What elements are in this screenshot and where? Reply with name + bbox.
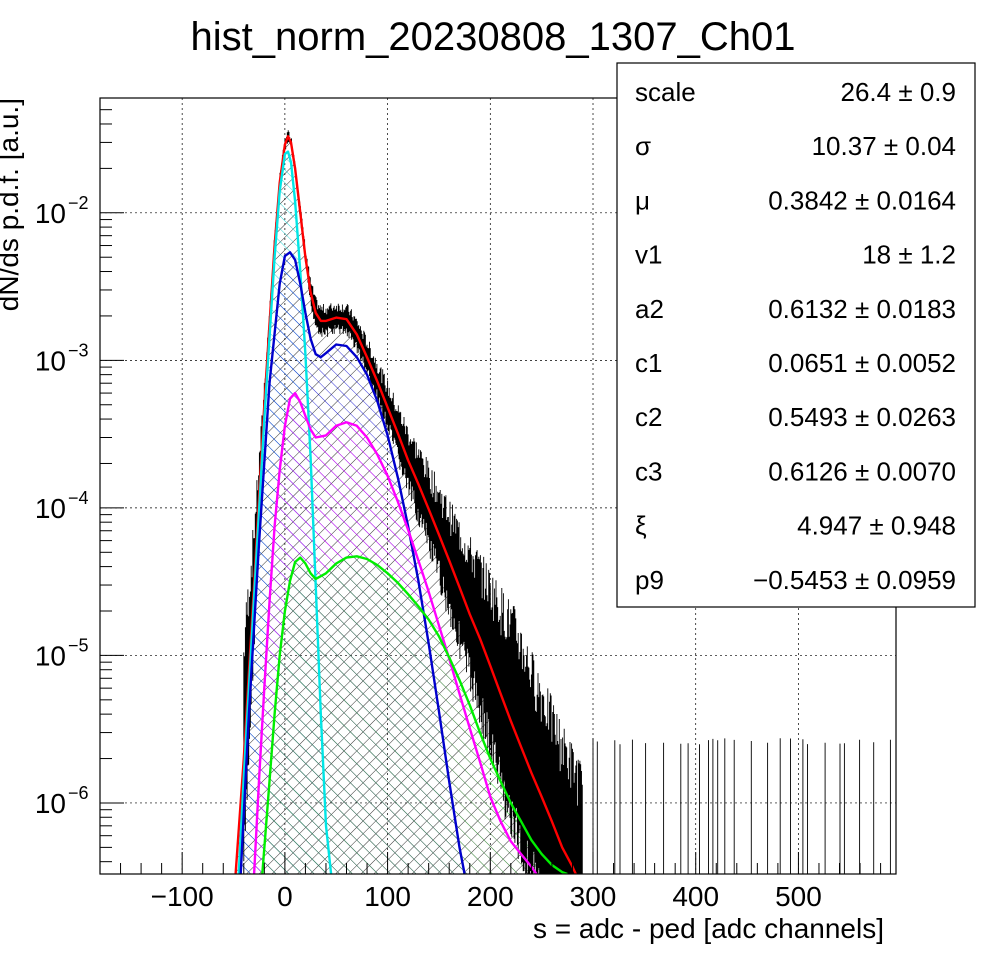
y-tick-exponent: −2 [68,193,89,213]
plus-minus-sign: ± [877,131,906,161]
fit-parameter-central: −0.5453 [753,565,848,595]
y-tick-base: 10 [35,788,66,819]
three-pe-component-curve [261,555,568,874]
y-tick-label: 10 −5 [35,635,89,671]
fit-parameter-box: scale 26.4 ± 0.9 σ 10.37 ± 0.04 μ 0.3842 ± 0.… [616,62,976,608]
fit-parameter-central: 0.0651 [768,348,848,378]
y-tick-label: 10 −4 [35,488,89,524]
plus-minus-sign: ± [848,348,877,378]
y-tick-label: 10 −6 [35,783,89,819]
fit-parameter-value: 10.37 ± 0.04 [812,131,956,161]
fit-parameter-central: 0.6132 [768,294,848,324]
fit-parameter-row: v1 18 ± 1.2 [635,240,956,270]
x-tick-label: 400 [672,881,719,912]
fit-parameter-name: p9 [635,565,664,595]
y-tick-base: 10 [35,345,66,376]
fit-parameter-name: scale [635,77,696,107]
y-tick-base: 10 [35,493,66,524]
fit-parameter-name: c2 [635,402,662,432]
fit-parameter-value: −0.5453 ± 0.0959 [753,565,956,595]
fit-parameter-row: c3 0.6126 ± 0.0070 [635,456,956,486]
fit-parameter-central: 0.5493 [768,402,848,432]
x-tick-label: 300 [570,881,617,912]
fit-parameter-error: 0.948 [891,511,956,541]
fit-parameter-row: p9 −0.5453 ± 0.0959 [635,565,956,595]
fit-parameter-value: 18 ± 1.2 [862,240,956,270]
fit-parameter-error: 0.0263 [876,402,956,432]
fit-parameter-row: a2 0.6132 ± 0.0183 [635,294,956,324]
fit-parameter-error: 0.9 [920,77,956,107]
fit-parameter-error: 0.0070 [876,456,956,486]
fit-parameter-central: 18 [862,240,891,270]
fit-parameter-central: 0.6126 [768,456,848,486]
fit-parameter-row: σ 10.37 ± 0.04 [635,131,956,161]
fit-parameter-central: 0.3842 [768,185,848,215]
fit-parameter-error: 0.0164 [876,185,956,215]
y-tick-exponent: −6 [68,783,89,803]
x-tick-label: 200 [467,881,514,912]
plus-minus-sign: ± [862,511,891,541]
pedestal-component-curve [237,150,333,874]
y-axis-label: dN/ds p.d.f. [a.u.] [0,98,24,311]
y-tick-exponent: −5 [68,635,89,655]
plus-minus-sign: ± [848,402,877,432]
fit-parameter-name: μ [635,185,650,215]
plus-minus-sign: ± [891,77,920,107]
fit-parameter-error: 0.0183 [876,294,956,324]
plus-minus-sign: ± [848,185,877,215]
x-tick-label: 500 [775,881,822,912]
fit-parameter-row: ξ 4.947 ± 0.948 [635,511,956,541]
y-tick-base: 10 [35,198,66,229]
fit-parameter-error: 1.2 [920,240,956,270]
fit-parameter-value: 0.0651 ± 0.0052 [768,348,956,378]
y-tick-exponent: −3 [68,340,89,360]
plus-minus-sign: ± [891,240,920,270]
fit-parameter-name: c1 [635,348,662,378]
tail-single-entries [592,738,891,874]
fit-parameter-row: μ 0.3842 ± 0.0164 [635,185,956,215]
y-tick-base: 10 [35,640,66,671]
total-fit-curve [234,135,578,874]
fit-parameter-error: 0.0959 [876,565,956,595]
fit-parameter-name: c3 [635,456,662,486]
chart-title: hist_norm_20230808_1307_Ch01 [191,15,796,59]
fit-parameter-name: v1 [635,240,662,270]
x-tick-label: −100 [151,881,214,912]
plus-minus-sign: ± [848,456,877,486]
fit-parameter-name: a2 [635,294,664,324]
fit-parameter-central: 26.4 [841,77,892,107]
y-tick-exponent: −4 [68,488,89,508]
fit-parameter-value: 0.3842 ± 0.0164 [768,185,956,215]
fit-parameter-error: 0.04 [905,131,956,161]
three-pe-component-fill [262,556,568,874]
y-tick-label: 10 −2 [35,193,89,229]
fit-parameter-value: 26.4 ± 0.9 [841,77,956,107]
two-pe-component-curve [252,391,538,874]
fit-parameter-central: 10.37 [812,131,877,161]
fit-parameter-box-frame [616,62,976,608]
fit-parameter-error: 0.0052 [876,348,956,378]
y-tick-label: 10 −3 [35,340,89,376]
fit-parameter-value: 0.5493 ± 0.0263 [768,402,956,432]
plus-minus-sign: ± [848,294,877,324]
fit-parameter-row: scale 26.4 ± 0.9 [635,77,956,107]
x-tick-label: 100 [364,881,411,912]
fit-parameter-value: 0.6126 ± 0.0070 [768,456,956,486]
fit-parameter-value: 4.947 ± 0.948 [797,511,956,541]
fit-parameter-row: c1 0.0651 ± 0.0052 [635,348,956,378]
fit-parameter-value: 0.6132 ± 0.0183 [768,294,956,324]
fit-curves [234,135,578,874]
fit-parameter-central: 4.947 [797,511,862,541]
fit-parameter-name: ξ [635,511,647,541]
fit-parameter-row: c2 0.5493 ± 0.0263 [635,402,956,432]
x-axis-label: s = adc - ped [adc channels] [533,913,884,944]
x-tick-label: 0 [277,881,293,912]
plus-minus-sign: ± [848,565,877,595]
fit-parameter-name: σ [635,131,651,161]
